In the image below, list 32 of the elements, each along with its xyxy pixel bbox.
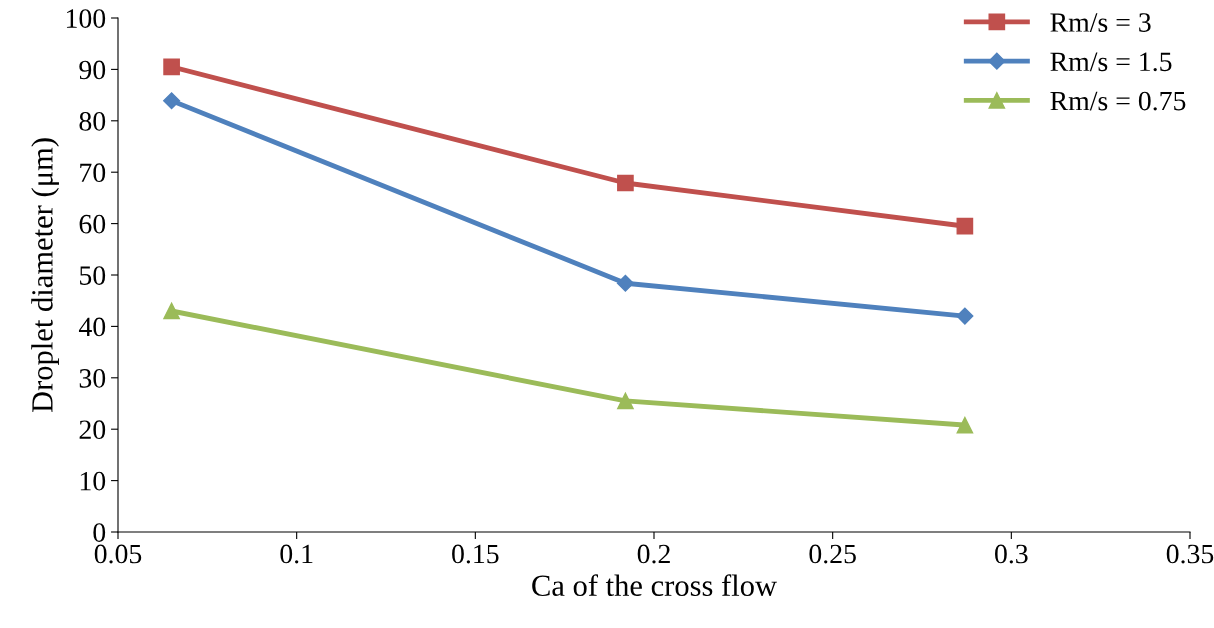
point (616, 274, 634, 292)
x-tick-label: 0.15 (452, 544, 499, 564)
y-axis-title: Droplet diameter (μm) (31, 138, 59, 413)
legend-label: Rm/s = 1.5 (1050, 52, 1172, 72)
y-tick-label: 60 (79, 214, 106, 234)
legend-label: Rm/s = 0.75 (1050, 91, 1186, 111)
point (163, 58, 180, 76)
y-tick-label: 80 (79, 111, 106, 131)
point (617, 392, 634, 410)
y-tick-label: 50 (80, 266, 106, 285)
x-tick-label: 0.35 (1166, 544, 1214, 564)
point (956, 217, 974, 235)
y-tick-label: 0 (93, 523, 106, 542)
x-tick-label: 0.1 (280, 544, 313, 564)
y-tick-label: 10 (80, 471, 106, 491)
point (956, 416, 974, 434)
x-tick-label: 0.05 (94, 544, 142, 564)
x-tick-label: 0.2 (637, 544, 670, 564)
x-tick-label: 0.3 (995, 544, 1028, 564)
x-tick-label: 0.25 (809, 544, 856, 564)
y-tick-label: 30 (79, 368, 106, 388)
y-tick-label: 40 (78, 317, 106, 337)
point (163, 302, 180, 320)
point (163, 92, 181, 110)
y-tick-label: 70 (80, 163, 106, 183)
point (617, 174, 634, 192)
point (956, 307, 974, 325)
y-tick-label: 90 (79, 60, 106, 80)
y-tick-label: 100 (66, 9, 106, 28)
legend-label: Rm/s = 3 (1050, 13, 1151, 32)
x-axis-title: Ca of the cross flow (532, 574, 777, 597)
y-tick-label: 20 (79, 420, 106, 440)
